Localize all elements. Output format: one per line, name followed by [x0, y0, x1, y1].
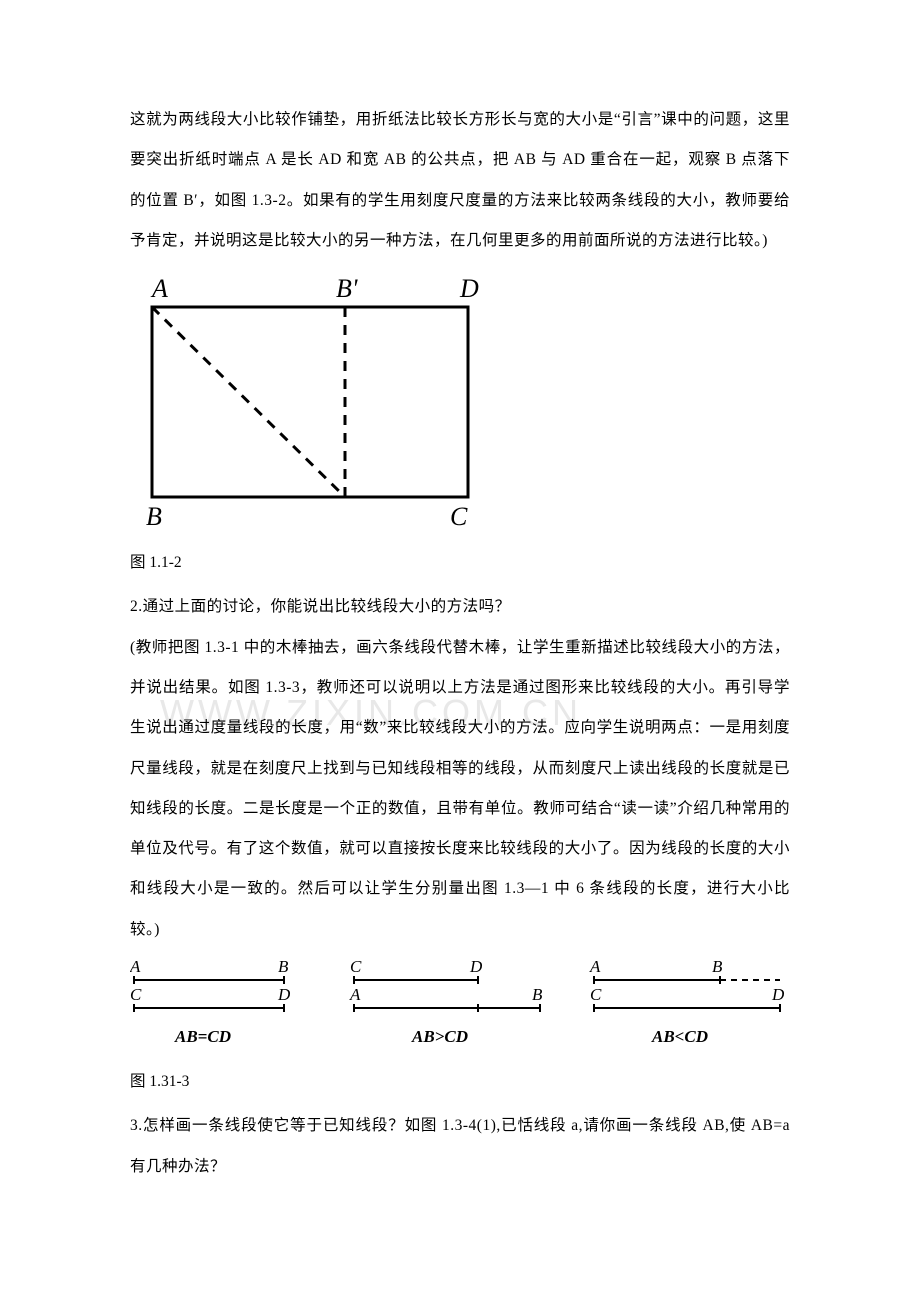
label-C: C — [450, 502, 468, 531]
group-lt: A B C D AB<CD — [589, 957, 785, 1046]
label-Bprime: B' — [336, 274, 358, 303]
g2-D: B — [532, 985, 543, 1004]
paragraph-1: 这就为两线段大小比较作铺垫，用折纸法比较长方形长与宽的大小是“引言”课中的问题，… — [130, 100, 790, 261]
g1-B: B — [278, 957, 289, 976]
g1-D: D — [277, 985, 291, 1004]
figure-1-3-2: A B' D B C — [130, 267, 790, 542]
g3-C: C — [590, 985, 602, 1004]
paragraph-3: (教师把图 1.3-1 中的木棒抽去，画六条线段代替木棒，让学生重新描述比较线段… — [130, 628, 790, 950]
g2-C: A — [349, 985, 361, 1004]
rect-ABCD — [152, 307, 468, 497]
group-gt: C D A B AB>CD — [349, 957, 543, 1046]
g3-D: D — [771, 985, 785, 1004]
label-B: B — [146, 502, 162, 531]
diag-A-to-C — [152, 307, 345, 497]
g1-A: A — [130, 957, 141, 976]
figure-1-3-3: A B C D AB=CD C D — [130, 956, 790, 1061]
label-D: D — [459, 274, 479, 303]
group-eq: A B C D AB=CD — [130, 957, 291, 1046]
g2-A: C — [350, 957, 362, 976]
paragraph-4: 3.怎样画一条线段使它等于已知线段？如图 1.3-4(1),已恬线段 a,请你画… — [130, 1106, 790, 1187]
g3-A: A — [589, 957, 601, 976]
paragraph-2: 2.通过上面的讨论，你能说出比较线段大小的方法吗？ — [130, 587, 790, 627]
figure-1-3-3-caption: 图 1.31-3 — [130, 1063, 790, 1100]
figure-1-3-2-caption: 图 1.1-2 — [130, 544, 790, 581]
g1-C: C — [130, 985, 142, 1004]
g1-rel: AB=CD — [174, 1027, 231, 1046]
g3-rel: AB<CD — [651, 1027, 708, 1046]
g3-B: B — [712, 957, 723, 976]
g2-rel: AB>CD — [411, 1027, 468, 1046]
label-A: A — [150, 274, 168, 303]
g2-B: D — [469, 957, 483, 976]
